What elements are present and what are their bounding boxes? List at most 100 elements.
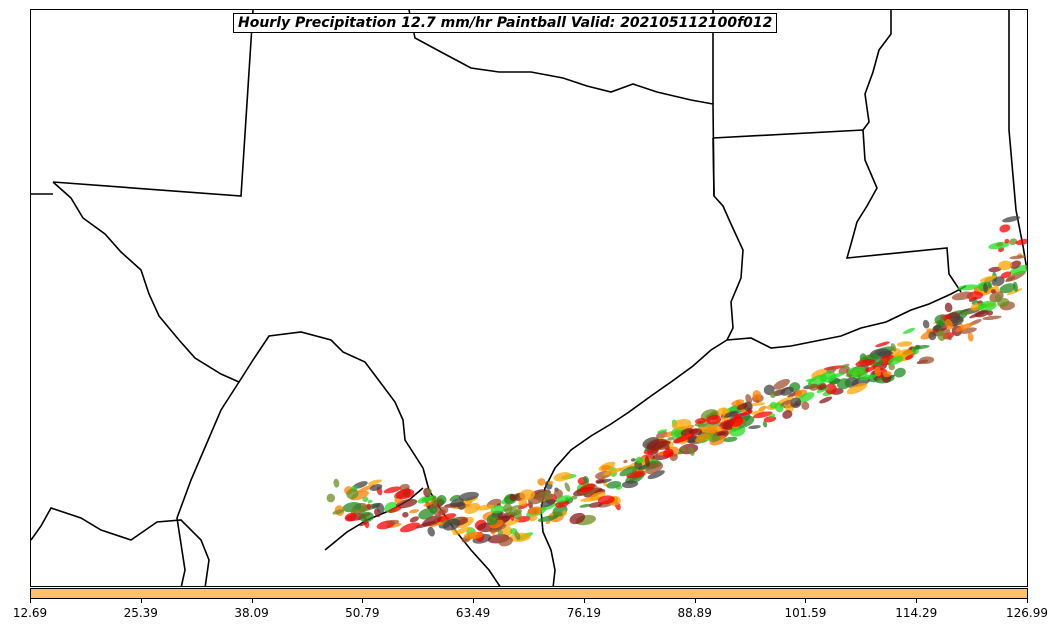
precip-blob xyxy=(621,480,639,489)
precip-blob xyxy=(623,459,628,464)
precip-blob xyxy=(790,397,802,409)
colorbar-tick-label: 38.09 xyxy=(234,606,269,620)
precip-blob xyxy=(644,456,650,467)
colorbar-tick xyxy=(362,599,364,603)
precip-blob xyxy=(982,315,1002,320)
precip-blob xyxy=(967,332,974,342)
precip-blob xyxy=(502,519,520,527)
precip-blob xyxy=(537,478,546,486)
precip-blob xyxy=(442,518,461,531)
precip-blob xyxy=(490,504,505,514)
precip-blob xyxy=(517,503,529,510)
precip-blob xyxy=(606,481,622,489)
precip-blob xyxy=(763,384,775,396)
precip-blob xyxy=(758,405,767,411)
precip-blob xyxy=(426,488,432,495)
precip-blob xyxy=(657,429,668,433)
precip-blob xyxy=(326,493,336,503)
precip-blob xyxy=(883,371,892,378)
texas-border xyxy=(52,10,967,586)
precip-blob xyxy=(1015,238,1027,245)
precip-blob xyxy=(635,456,644,464)
precip-blob xyxy=(450,498,464,507)
precip-blob xyxy=(933,325,942,331)
colorbar-tick-label: 25.39 xyxy=(123,606,158,620)
precip-blob xyxy=(344,512,357,522)
precip-blob xyxy=(540,499,556,508)
precip-blob xyxy=(729,416,744,427)
precip-blob xyxy=(795,390,802,396)
precip-blob xyxy=(991,276,1005,287)
precip-blob xyxy=(874,366,882,377)
precip-blob xyxy=(1013,281,1018,292)
precip-blob xyxy=(497,529,503,536)
precip-blob xyxy=(944,318,953,330)
colorbar-tick-label: 63.49 xyxy=(455,606,491,620)
precip-blob xyxy=(409,509,420,514)
precip-blob xyxy=(436,513,457,523)
precip-blob xyxy=(769,401,777,409)
precip-blob xyxy=(839,363,850,369)
precip-blob xyxy=(464,502,481,514)
precip-blob xyxy=(988,241,1010,250)
precip-blob xyxy=(944,302,953,313)
colorbar xyxy=(30,588,1028,599)
colorbar-tick-label: 126.99 xyxy=(1006,606,1048,620)
precip-blob xyxy=(545,520,551,525)
precip-blob xyxy=(999,283,1016,294)
colorbar-tick xyxy=(30,599,31,603)
mexico-border xyxy=(31,381,501,586)
precip-blob xyxy=(740,410,753,416)
precip-blob xyxy=(768,413,776,419)
colorbar-tick-label: 76.19 xyxy=(566,606,602,620)
precip-blob xyxy=(846,382,868,395)
precip-blob xyxy=(688,446,695,456)
precip-blob xyxy=(961,310,974,315)
precip-blob xyxy=(409,516,420,523)
precip-blob xyxy=(780,386,794,396)
precip-blob xyxy=(489,523,507,533)
precip-blob xyxy=(579,503,591,508)
precip-blob xyxy=(395,488,415,500)
precip-blob xyxy=(680,446,686,452)
precip-blob xyxy=(951,291,974,301)
louisiana-border xyxy=(712,10,1027,293)
precip-blob xyxy=(905,354,914,360)
precip-blob xyxy=(646,438,668,451)
precip-blob xyxy=(1008,238,1018,246)
precip-blob xyxy=(922,319,930,329)
precip-blob xyxy=(346,488,359,500)
precip-blob xyxy=(748,402,766,407)
precip-blob xyxy=(957,284,979,291)
precip-blob xyxy=(502,526,513,537)
precip-blob xyxy=(988,266,1002,273)
precip-blob xyxy=(595,478,605,484)
precip-blob xyxy=(359,511,374,523)
precip-blob xyxy=(509,493,516,502)
precip-blob xyxy=(888,363,895,371)
precip-blob xyxy=(431,496,438,507)
precip-blob xyxy=(694,433,711,443)
precip-blob xyxy=(498,536,513,547)
colorbar-tick xyxy=(140,599,142,603)
precip-blob xyxy=(809,383,820,391)
precip-blob xyxy=(647,470,665,480)
precip-blob xyxy=(748,425,761,430)
precip-blob xyxy=(371,502,380,509)
precip-blob xyxy=(912,345,930,350)
precip-blob xyxy=(619,465,639,477)
precip-blob xyxy=(859,374,877,381)
precip-blob xyxy=(724,410,739,418)
precip-blob xyxy=(671,419,692,431)
precip-blob xyxy=(429,506,438,514)
precip-blob xyxy=(423,501,434,507)
precip-blob xyxy=(1000,271,1012,279)
precip-blob xyxy=(555,495,571,503)
precip-blob xyxy=(602,467,624,476)
precip-blob xyxy=(855,359,876,367)
precip-blob xyxy=(630,458,636,462)
precip-blob xyxy=(723,436,738,443)
precip-blob xyxy=(369,484,383,491)
precip-blob xyxy=(458,491,479,501)
precip-blob xyxy=(589,491,606,501)
